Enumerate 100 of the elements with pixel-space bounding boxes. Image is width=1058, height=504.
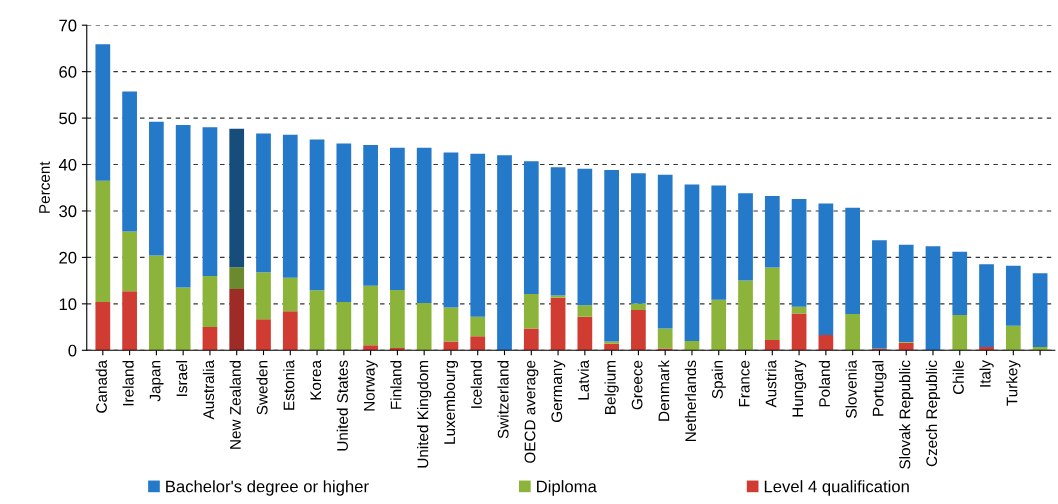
x-tick-label: Korea xyxy=(310,360,322,400)
bar xyxy=(898,342,914,351)
bar xyxy=(175,125,191,288)
x-tick-label: France xyxy=(738,360,750,407)
bar xyxy=(229,128,245,268)
bar xyxy=(202,327,218,351)
bar xyxy=(282,277,298,312)
x-tick-label: Iceland xyxy=(470,360,482,408)
bar xyxy=(416,302,432,351)
bar xyxy=(979,347,994,351)
bar xyxy=(256,319,271,351)
x-tick-label: New Zealand xyxy=(229,360,241,449)
bar xyxy=(818,203,834,335)
bar xyxy=(657,328,673,349)
bar xyxy=(256,133,271,273)
bar xyxy=(631,173,646,304)
bar xyxy=(336,143,352,302)
y-tick-label: 20 xyxy=(59,251,77,264)
y-tick-label: 10 xyxy=(59,298,77,311)
bar xyxy=(631,303,646,310)
x-tick-label: Slovak Republic xyxy=(899,360,914,469)
bar xyxy=(845,207,861,315)
bar xyxy=(309,290,325,351)
bar xyxy=(363,345,378,351)
bar xyxy=(122,91,137,232)
bar xyxy=(577,316,593,351)
bar xyxy=(791,198,807,307)
bar xyxy=(202,127,218,276)
bar xyxy=(764,196,780,268)
bar xyxy=(336,301,352,351)
x-tick-label: United Kingdom xyxy=(417,361,432,468)
y-tick-label: 50 xyxy=(59,112,77,125)
bar xyxy=(684,340,700,351)
bar xyxy=(470,316,486,337)
bar xyxy=(657,174,673,329)
bar xyxy=(925,246,941,351)
x-tick-label: Netherlands xyxy=(684,360,697,442)
x-tick-label: Germany xyxy=(551,360,566,423)
legend-label: Bachelor's degree or higher xyxy=(166,480,369,496)
x-tick-label: Luxembourg xyxy=(443,360,459,444)
x-tick-label: Chile xyxy=(952,360,964,395)
x-tick-label: Denmark xyxy=(658,359,670,421)
bar xyxy=(95,44,111,181)
bar xyxy=(738,280,753,351)
bar xyxy=(229,267,245,289)
x-tick-label: Norway xyxy=(364,360,378,411)
bar xyxy=(550,295,566,298)
bar xyxy=(390,147,405,290)
x-tick-label: Hungary xyxy=(792,360,807,417)
bar xyxy=(550,167,566,296)
x-tick-label: Australia xyxy=(202,360,215,420)
x-tick-label: Turkey xyxy=(1006,360,1021,406)
legend-label: Level 4 qualification xyxy=(764,480,909,496)
bar xyxy=(898,244,914,342)
bar xyxy=(738,193,753,281)
bar xyxy=(256,272,271,320)
x-tick-label: Ireland xyxy=(122,360,134,406)
bar xyxy=(872,240,887,349)
bar xyxy=(443,152,459,308)
bar xyxy=(95,180,111,302)
bar xyxy=(952,314,968,351)
bar xyxy=(631,309,646,351)
bar xyxy=(791,313,807,351)
y-tick-label: 30 xyxy=(59,205,77,218)
bar xyxy=(791,306,807,314)
bar xyxy=(711,299,727,351)
x-tick-label: Czech Republic xyxy=(925,360,941,467)
bar xyxy=(604,343,619,351)
bar xyxy=(282,311,298,351)
y-tick-label: 70 xyxy=(59,19,77,32)
x-tick-label: Portugal xyxy=(872,361,887,416)
bar xyxy=(443,307,459,342)
bar xyxy=(470,153,486,317)
bar xyxy=(363,145,378,286)
bar xyxy=(764,267,780,341)
x-tick-label: Italy xyxy=(979,360,994,387)
x-tick-label: Greece xyxy=(631,360,643,410)
bar xyxy=(523,328,539,351)
bar xyxy=(550,297,566,351)
x-tick-label: Poland xyxy=(818,360,830,407)
bar xyxy=(604,170,619,342)
bar xyxy=(577,168,593,306)
bar xyxy=(818,334,834,351)
y-tick-label: 0 xyxy=(68,344,77,357)
bar xyxy=(1005,325,1021,351)
bar xyxy=(470,336,486,351)
x-tick-label: Slovenia xyxy=(845,360,857,418)
bar xyxy=(122,291,137,351)
bar xyxy=(282,134,298,278)
x-tick-label: Canada xyxy=(95,360,107,413)
bar xyxy=(979,264,994,348)
bar xyxy=(309,139,325,291)
bar xyxy=(363,285,378,346)
bar xyxy=(845,314,861,351)
bar xyxy=(175,287,191,351)
bar xyxy=(523,294,539,329)
bar xyxy=(952,251,968,315)
bar xyxy=(149,121,164,256)
legend-label: Diploma xyxy=(537,480,597,496)
x-tick-label: Latvia xyxy=(577,360,589,400)
